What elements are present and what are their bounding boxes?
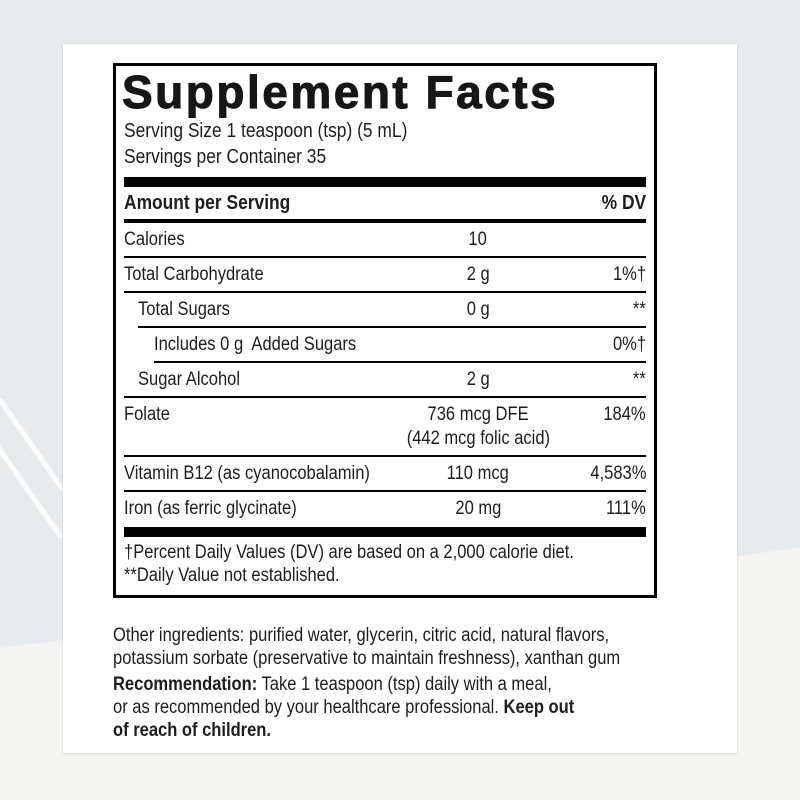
header-divider [124, 219, 646, 224]
other-ingredients-paragraph: Other ingredients: purified water, glyce… [113, 625, 621, 669]
label-panel: Supplement Facts Serving Size 1 teaspoon… [63, 44, 737, 753]
servings-per-container-line: Servings per Container 35 [124, 146, 327, 169]
row-divider [124, 490, 646, 493]
table-row-added-sugars: Includes 0 g Added Sugars 0%† [154, 334, 646, 356]
table-row-calories: Calories 10 [124, 229, 488, 251]
light-streak [0, 440, 64, 540]
row-divider [124, 396, 646, 399]
amount-per-serving-header: Amount per Serving [124, 192, 291, 215]
table-row-iron: Iron (as ferric glycinate) 20 mg 111% [124, 498, 646, 520]
recommendation-paragraph: Recommendation: Take 1 teaspoon (tsp) da… [113, 674, 575, 741]
table-row-total-carbohydrate: Total Carbohydrate 2 g 1%† [124, 264, 646, 286]
footnotes: †Percent Daily Values (DV) are based on … [124, 537, 646, 587]
footnote-not-established: **Daily Value not established. [124, 565, 340, 587]
footnote-dv: †Percent Daily Values (DV) are based on … [124, 542, 574, 564]
row-divider [124, 291, 646, 294]
table-row-folate: Folate 736 mcg DFE (442 mcg folic acid) … [124, 404, 646, 450]
light-streak [0, 397, 66, 492]
thick-divider-top [124, 177, 646, 188]
row-divider [154, 361, 646, 364]
table-row-total-sugars: Total Sugars 0 g ** [138, 299, 646, 321]
row-divider [138, 326, 646, 329]
thick-divider-bottom [124, 527, 646, 538]
supplement-facts-box: Supplement Facts Serving Size 1 teaspoon… [113, 63, 657, 599]
row-divider [124, 256, 646, 259]
serving-size-line: Serving Size 1 teaspoon (tsp) (5 mL) [124, 120, 408, 143]
table-row-vitamin-b12: Vitamin B12 (as cyanocobalamin) 110 mcg … [124, 463, 646, 485]
row-divider [124, 455, 646, 458]
table-header-row: Amount per Serving % DV [124, 187, 646, 219]
supplement-facts-title: Supplement Facts [122, 66, 559, 118]
table-row-sugar-alcohol: Sugar Alcohol 2 g ** [138, 369, 646, 391]
percent-dv-header: % DV [601, 192, 646, 215]
